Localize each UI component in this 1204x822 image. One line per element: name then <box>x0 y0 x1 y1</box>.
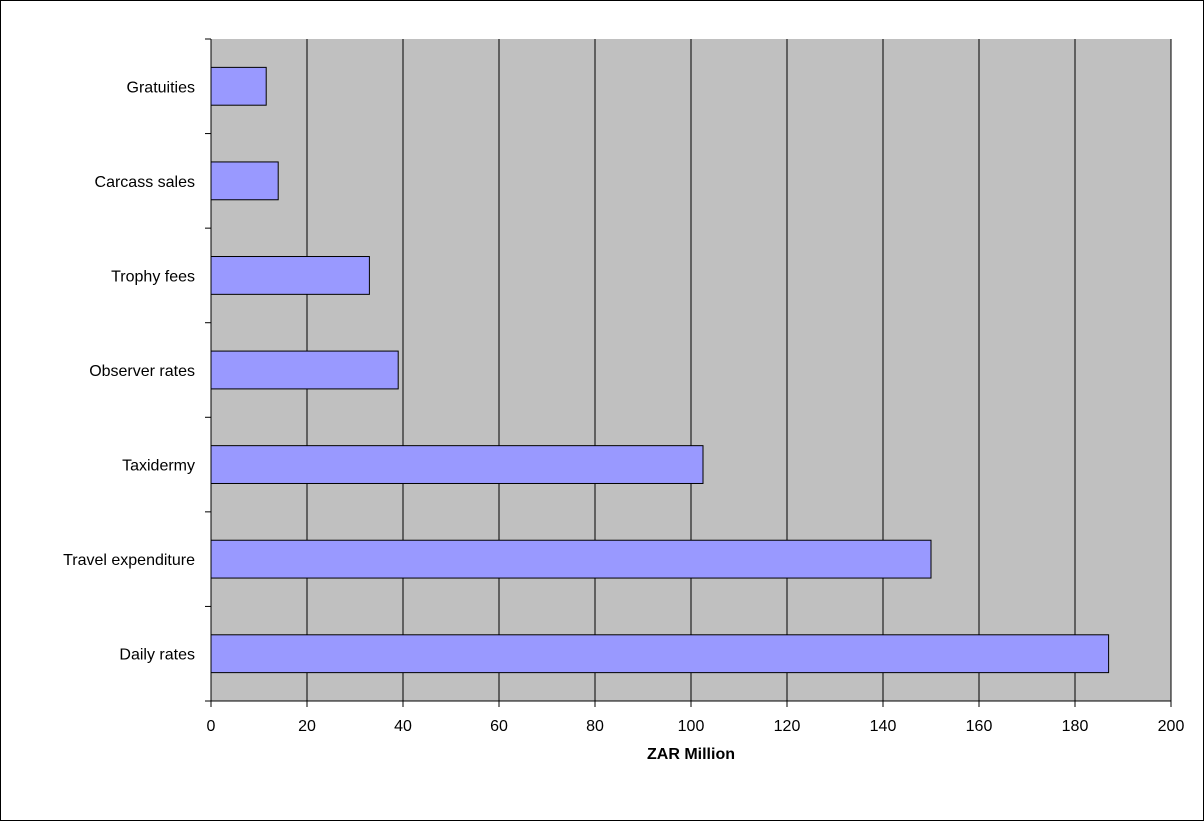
x-tick-label: 200 <box>1158 718 1185 735</box>
category-label: Gratuities <box>127 79 195 96</box>
category-label: Trophy fees <box>111 268 195 285</box>
category-label: Observer rates <box>89 363 195 380</box>
category-label: Travel expenditure <box>63 552 195 569</box>
x-axis-title: ZAR Million <box>647 746 735 763</box>
bar-observer-rates <box>210 350 399 390</box>
x-tick-label: 160 <box>966 718 993 735</box>
x-tick-label: 100 <box>678 718 705 735</box>
x-tick-label: 40 <box>394 718 412 735</box>
category-labels: Gratuities Carcass sales Trophy fees Observ… <box>63 79 195 663</box>
x-tick-label: 0 <box>207 718 216 735</box>
bar-gratuities <box>210 66 267 106</box>
x-tick-label: 80 <box>586 718 604 735</box>
category-label: Taxidermy <box>122 458 195 475</box>
bar-daily-rates <box>210 634 1110 674</box>
bar-carcass-sales <box>210 161 279 201</box>
bar-travel-expenditure <box>210 539 932 579</box>
bar-trophy-fees <box>210 256 370 295</box>
bar-taxidermy <box>210 445 704 484</box>
x-tick-label: 120 <box>774 718 801 735</box>
category-label: Carcass sales <box>95 174 195 191</box>
x-tick-label: 180 <box>1062 718 1089 735</box>
category-label: Daily rates <box>119 647 195 664</box>
bars <box>210 66 1110 674</box>
x-tick-label: 140 <box>870 718 897 735</box>
gridlines <box>306 39 1172 701</box>
axes <box>205 38 1172 707</box>
x-tick-label: 20 <box>298 718 316 735</box>
x-tick-label: 60 <box>490 718 508 735</box>
x-tick-labels: 0 20 40 60 80 100 120 140 160 180 200 <box>207 718 1185 735</box>
